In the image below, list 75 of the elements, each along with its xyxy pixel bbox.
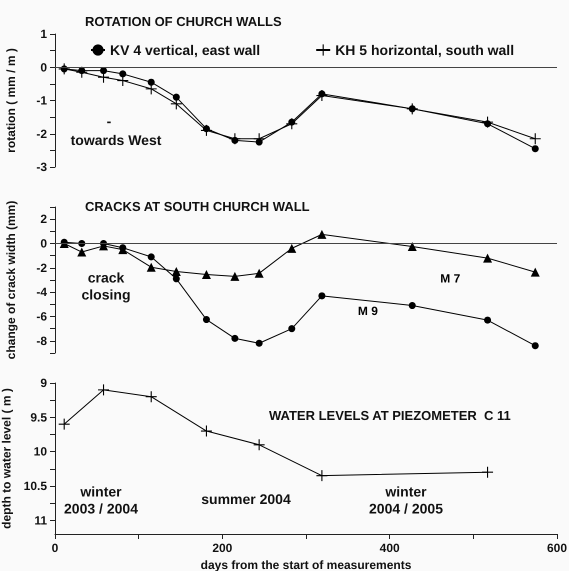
point [484,316,492,324]
point [482,116,494,128]
annotation: - [106,113,112,129]
point [202,316,210,324]
point [256,340,263,347]
point [287,244,296,253]
x-tick-label: 200 [212,541,233,555]
y-tick-label: -6 [36,310,48,324]
y-axis-title: rotation ( mm / m ) [4,48,18,153]
y-tick-label: 0 [40,60,48,74]
y-axis-title: depth to water level ( m ) [0,388,14,529]
x-tick-label: 0 [52,541,59,555]
point [288,325,296,332]
y-tick-label: 2 [40,212,48,226]
chart-title: ROTATION OF CHURCH WALLS [85,14,282,29]
y-tick-label: 11 [34,513,48,528]
legend-label: KV 4 vertical, east wall [110,42,260,58]
point [532,342,539,350]
annotation: towards West [70,132,162,148]
point [229,133,240,144]
y-tick-label: 0 [40,236,48,250]
point [119,244,126,252]
y-tick-label: 1 [40,27,48,41]
point [77,248,86,257]
annotation: crack closing [81,270,131,302]
point [76,66,88,78]
point [58,418,70,430]
point [148,253,155,260]
point [200,426,212,437]
point [286,118,298,130]
y-tick-label: -8 [36,334,48,348]
y-tick-label: 10 [34,444,48,459]
point [254,439,265,450]
point [316,90,328,102]
x-tick-label: 600 [546,541,568,555]
point [530,268,540,277]
point [532,145,539,152]
y-tick-label: 10.5 [24,478,48,493]
y-tick-label: 9.5 [30,410,48,424]
y-tick-label: 9 [40,376,48,390]
point [98,384,110,396]
series-label: M 7 [440,272,461,286]
annotation: summer 2004 [201,491,291,507]
y-axis-title: change of crack width (mm) [4,200,18,360]
point [172,94,180,101]
point [530,133,541,144]
y-tick-label: -2 [36,260,48,275]
y-tick-label: -4 [36,285,48,300]
point [408,302,416,310]
point [483,254,492,263]
series-label: M 9 [358,304,378,318]
y-tick-label: -3 [36,160,48,174]
legend-label: KH 5 horizontal, south wall [335,42,514,58]
point [317,230,326,239]
x-tick-label: 400 [380,541,400,555]
point [230,272,240,281]
point [316,470,328,482]
annotation: winter 2003 / 2004 [64,484,138,516]
text: WATER LEVELS AT PIEZOMETER C 11 [269,408,511,423]
point [172,266,181,276]
point [231,334,238,342]
point [146,391,157,402]
annotation: winter 2004 / 2005 [369,484,444,516]
point [254,268,264,278]
point [172,275,180,282]
y-tick-label: -2 [36,126,48,141]
point [202,270,211,280]
y-tick-label: -1 [36,94,48,108]
chart-title: CRACKS AT SOUTH CHURCH WALL [85,199,310,214]
point [482,466,494,478]
point [408,242,417,252]
x-axis-title: days from the start of measurements [200,558,412,571]
point [200,124,212,136]
point [146,262,156,272]
point [318,292,326,300]
